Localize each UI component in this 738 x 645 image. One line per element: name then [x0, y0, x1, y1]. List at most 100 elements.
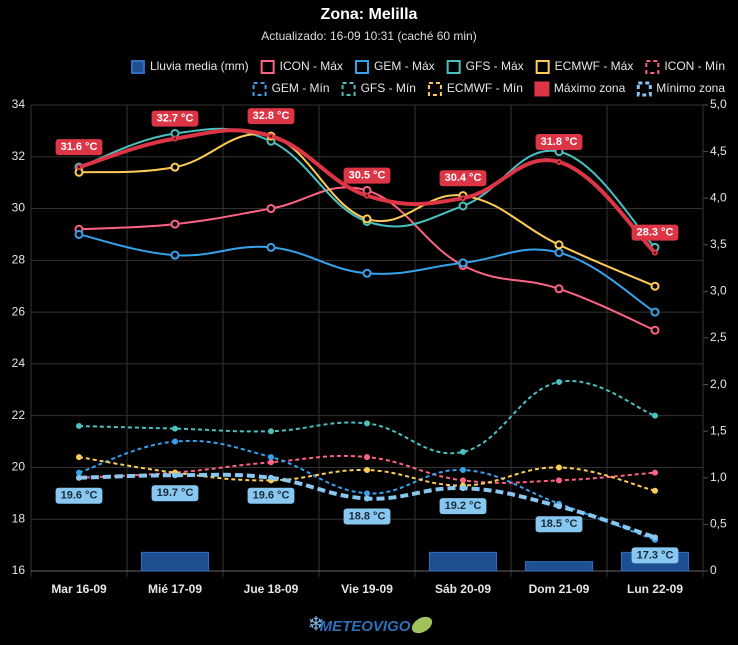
point	[268, 133, 274, 140]
point	[76, 423, 82, 430]
legend-swatch	[252, 82, 267, 96]
legend-label: ICON - Máx	[280, 59, 343, 73]
legend-item: GEM - Mín	[252, 81, 330, 96]
value-label: 17.3 °C	[631, 547, 679, 564]
value-label-text: 30.5 °C	[349, 170, 386, 182]
point	[364, 420, 370, 427]
y2-tick-label: 1,0	[710, 470, 727, 484]
point	[76, 474, 82, 481]
y-tick-label: 34	[12, 97, 26, 111]
legend-label: ICON - Mín	[664, 59, 725, 73]
x-tick-label: Sáb 20-09	[435, 582, 491, 596]
legend-label: ECMWF - Mín	[447, 81, 523, 95]
bar	[140, 551, 210, 572]
point	[652, 487, 658, 494]
x-tick-label: Mar 16-09	[51, 582, 107, 596]
legend-swatch	[130, 60, 145, 74]
y2-tick-label: 4,0	[710, 190, 727, 204]
point	[76, 469, 82, 476]
legend-label: Lluvia media (mm)	[150, 59, 249, 73]
legend-label: GEM - Mín	[272, 81, 330, 95]
value-label-text: 18.8 °C	[349, 510, 386, 522]
point	[556, 464, 562, 471]
point	[364, 467, 370, 474]
y2-tick-label: 0	[710, 563, 717, 577]
point	[364, 490, 370, 497]
value-label: 32.8 °C	[247, 108, 295, 125]
chart-subtitle: Actualizado: 16-09 10:31 (caché 60 min)	[261, 29, 476, 43]
point	[554, 240, 564, 250]
value-label-text: 19.6 °C	[253, 490, 290, 502]
value-label-text: 18.5 °C	[541, 518, 578, 530]
legend-item: GFS - Máx	[446, 59, 524, 74]
y-tick-label: 16	[12, 563, 26, 577]
value-label: 18.5 °C	[535, 516, 583, 533]
point	[364, 495, 370, 502]
point	[172, 472, 178, 479]
value-label: 32.7 °C	[151, 110, 199, 127]
point	[652, 469, 658, 476]
point	[266, 204, 276, 214]
legend-swatch	[427, 82, 442, 96]
value-label: 31.8 °C	[535, 133, 583, 150]
value-label-box	[55, 487, 103, 504]
point	[268, 474, 274, 481]
legend-item: ICON - Mín	[645, 59, 725, 74]
legend-swatch	[354, 60, 369, 74]
legend-swatch	[260, 60, 275, 74]
value-label: 19.7 °C	[151, 485, 199, 502]
value-label-box	[535, 516, 583, 533]
chart-title: Zona: Melilla	[321, 6, 418, 23]
point	[556, 158, 562, 165]
legend-label: GFS - Máx	[466, 59, 524, 73]
x-tick-label: Mié 17-09	[148, 582, 202, 596]
legend-swatch	[341, 82, 356, 96]
y-tick-label: 20	[12, 460, 26, 474]
y2-tick-label: 5,0	[710, 97, 727, 111]
point	[362, 268, 372, 278]
x-tick-label: Lun 22-09	[627, 582, 683, 596]
legend-swatch	[535, 60, 550, 74]
y-tick-label: 22	[12, 408, 26, 422]
legend-item: Lluvia media (mm)	[130, 59, 249, 74]
y2-tick-label: 2,0	[710, 377, 727, 391]
value-label: 19.2 °C	[439, 498, 487, 515]
value-label-box	[55, 139, 103, 156]
value-label-box	[343, 508, 391, 525]
value-label: 19.6 °C	[247, 487, 295, 504]
value-label-text: 31.8 °C	[541, 136, 578, 148]
value-label: 19.6 °C	[55, 487, 103, 504]
point	[76, 164, 82, 171]
value-label-text: 17.3 °C	[637, 549, 674, 561]
y-tick-label: 28	[12, 253, 26, 267]
value-label-text: 30.4 °C	[445, 172, 482, 184]
point	[172, 438, 178, 445]
point	[458, 258, 468, 268]
value-label-text: 19.6 °C	[61, 490, 98, 502]
y-tick-label: 24	[12, 356, 26, 370]
point	[268, 454, 274, 461]
y2-tick-label: 1,5	[710, 423, 727, 437]
point	[76, 454, 82, 461]
y2-tick-label: 4,5	[710, 144, 727, 158]
value-label: 30.4 °C	[439, 170, 487, 187]
point	[650, 307, 660, 317]
value-label-box	[439, 170, 487, 187]
x-tick-label: Dom 21-09	[529, 582, 590, 596]
value-label-text: 28.3 °C	[637, 226, 674, 238]
point	[74, 229, 84, 239]
y2-tick-label: 3,5	[710, 237, 727, 251]
y-tick-label: 30	[12, 201, 26, 215]
legend-swatch	[534, 81, 550, 97]
point	[556, 379, 562, 386]
legend-swatch	[446, 60, 461, 74]
legend-label: ECMWF - Máx	[555, 59, 634, 73]
point	[460, 195, 466, 202]
value-label-text: 32.8 °C	[253, 110, 290, 122]
value-label: 30.5 °C	[343, 167, 391, 184]
point	[554, 284, 564, 294]
legend-label: Máximo zona	[554, 81, 626, 95]
legend-item: Máximo zona	[534, 81, 626, 97]
y2-tick-label: 2,5	[710, 330, 727, 344]
